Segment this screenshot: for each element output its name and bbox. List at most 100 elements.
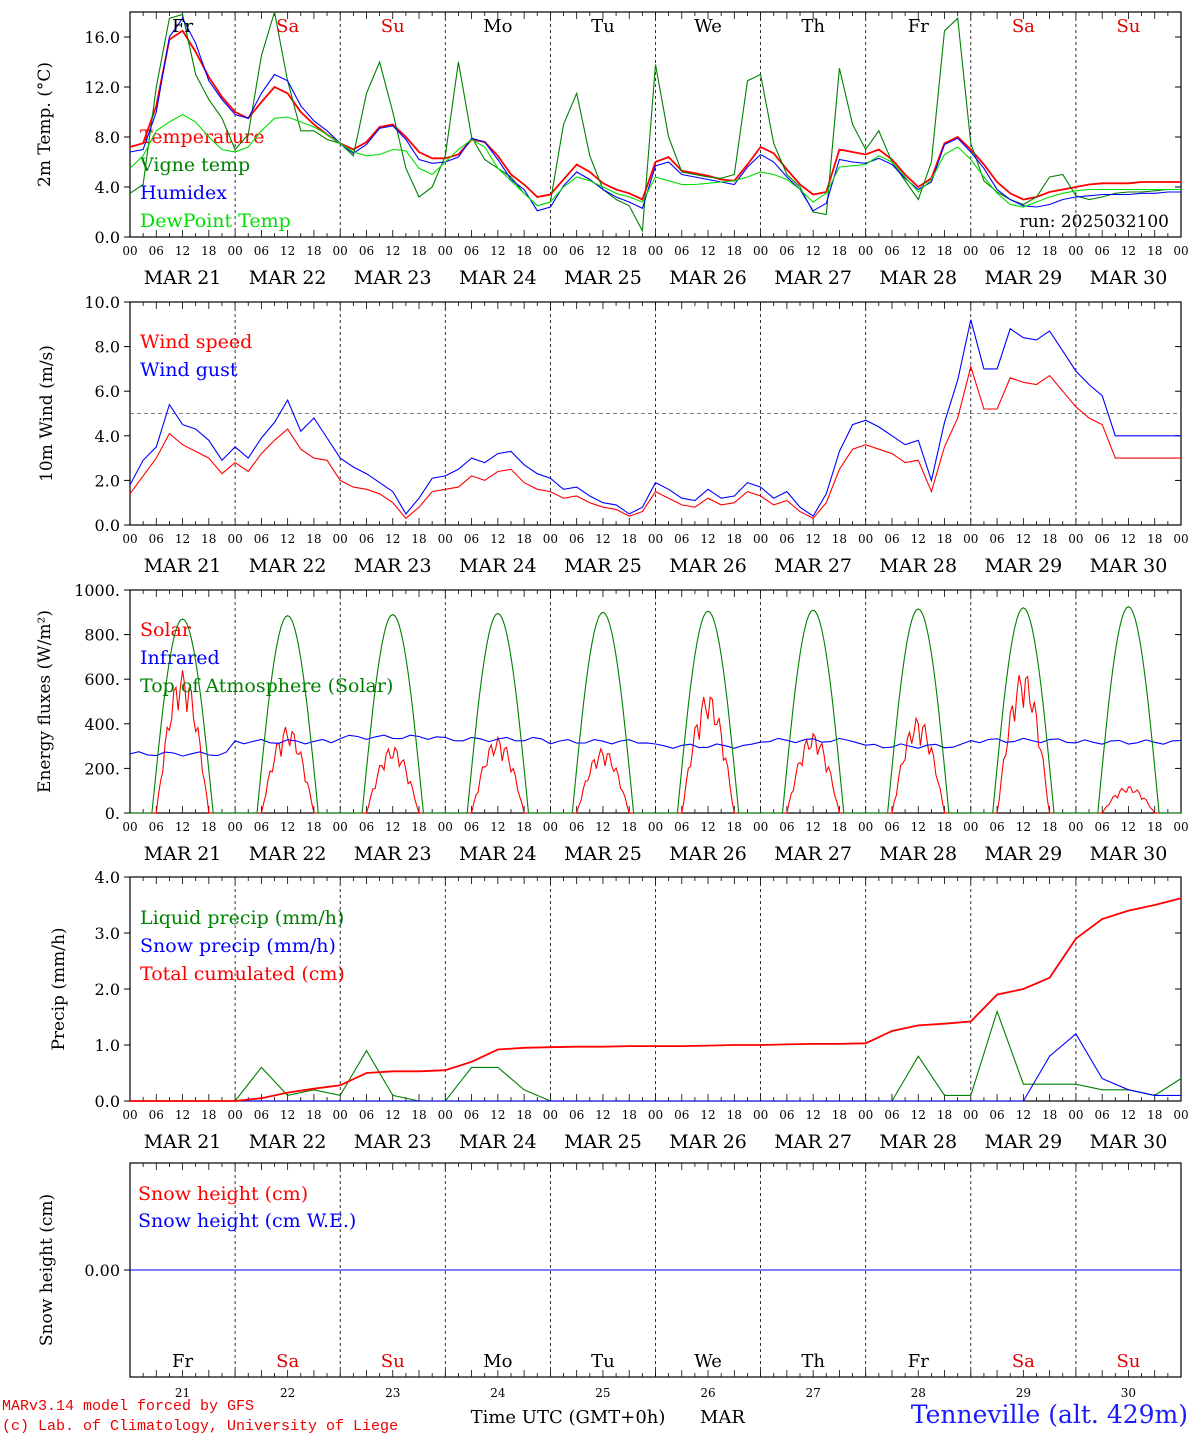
hour-tick-label: 12 [175,1108,190,1122]
legend-entry: Wind speed [140,331,252,353]
hour-tick-label: 00 [753,244,768,258]
plot-frame [129,11,1182,238]
hour-tick-label: 18 [622,244,637,258]
hour-tick-label: 00 [858,244,873,258]
hour-tick-label: 12 [175,244,190,258]
bottom-day-number: 23 [385,1386,400,1400]
hour-tick-label: 12 [385,1108,400,1122]
y-tick-label: 10.0 [84,293,120,312]
hour-tick-label: 18 [201,820,216,834]
hour-tick-label: 12 [490,820,505,834]
day-name-label: Fr [908,16,929,37]
hour-tick-label: 06 [674,820,689,834]
hour-tick-label: 00 [543,244,558,258]
hour-tick-label: 12 [806,532,821,546]
y-tick-label: 0. [105,804,120,823]
hour-tick-label: 06 [464,820,479,834]
hour-tick-label: 12 [490,1108,505,1122]
hour-tick-label: 06 [779,820,794,834]
hour-tick-label: 00 [753,532,768,546]
panel-snow: 0.00 Snow height (cm) Snow height (cm) Snow… [37,1162,1182,1378]
hour-tick-label: 00 [543,1108,558,1122]
date-label: MAR 22 [249,1131,327,1153]
date-label: MAR 28 [879,555,957,577]
y-axis-label: Snow height (cm) [37,1194,57,1346]
bottom-day-number: 26 [700,1386,715,1400]
hour-tick-label: 18 [1042,820,1057,834]
hour-tick-label: 00 [333,1108,348,1122]
hour-tick-label: 18 [1042,532,1057,546]
date-label: MAR 24 [459,1131,537,1153]
bottom-day-number: 27 [806,1386,821,1400]
series-line [129,319,1181,517]
hour-tick-label: 12 [700,532,715,546]
y-tick-label: 2.0 [95,980,120,999]
hour-tick-label: 18 [516,244,531,258]
day-name-label: Sa [276,16,299,37]
hour-tick-label: 18 [1147,244,1162,258]
hour-tick-label: 12 [1121,820,1136,834]
day-name-label: Mo [483,1351,512,1372]
hour-tick-label: 06 [254,532,269,546]
hour-tick-label: 06 [254,1108,269,1122]
hour-tick-label: 18 [832,820,847,834]
hour-tick-label: 06 [1095,820,1110,834]
hour-tick-label: 06 [884,820,899,834]
hour-tick-label: 12 [806,244,821,258]
hour-tick-label: 18 [411,820,426,834]
hour-tick-label: 06 [1095,1108,1110,1122]
hour-tick-label: 00 [438,1108,453,1122]
hour-tick-label: 06 [149,820,164,834]
hour-tick-label: 12 [806,1108,821,1122]
day-name-label: We [694,16,722,37]
hour-tick-label: 00 [1173,1108,1188,1122]
hour-tick-label: 06 [464,1108,479,1122]
hour-tick-label: 00 [122,820,137,834]
hour-tick-label: 18 [411,244,426,258]
hour-tick-label: 12 [1121,1108,1136,1122]
y-tick-label: 8.0 [95,128,120,147]
y-tick-label: 16.0 [84,28,120,47]
hour-tick-label: 12 [700,244,715,258]
hour-tick-label: 06 [674,244,689,258]
hour-tick-label: 18 [1042,1108,1057,1122]
y-tick-label: 4.0 [95,178,120,197]
hour-tick-label: 18 [622,820,637,834]
hour-tick-label: 06 [779,1108,794,1122]
hour-tick-label: 12 [911,244,926,258]
hour-tick-label: 06 [464,532,479,546]
legend-entry: Temperature [140,126,264,148]
hour-tick-label: 00 [648,244,663,258]
hour-tick-label: 00 [753,820,768,834]
hour-tick-label: 12 [175,820,190,834]
y-tick-label: 0.0 [95,228,120,247]
day-name-label: We [694,1351,722,1372]
model-credit: MARv3.14 model forced by GFS (c) Lab. of… [2,1397,398,1437]
date-label: MAR 28 [879,1131,957,1153]
hour-tick-label: 00 [963,1108,978,1122]
hour-tick-label: 06 [779,244,794,258]
series-line [129,113,1181,208]
hour-tick-label: 00 [543,820,558,834]
day-name-label: Tu [591,16,615,37]
hour-tick-label: 00 [122,1108,137,1122]
date-label: MAR 28 [879,267,957,289]
hour-tick-label: 18 [306,244,321,258]
hour-tick-label: 18 [727,244,742,258]
date-label: MAR 30 [1090,555,1168,577]
date-label: MAR 30 [1090,1131,1168,1153]
hour-tick-label: 18 [832,244,847,258]
hour-tick-label: 00 [963,532,978,546]
y-tick-label: 600. [84,670,120,689]
hour-tick-label: 12 [1121,244,1136,258]
date-label: MAR 24 [459,267,537,289]
date-label: MAR 22 [249,843,327,865]
hour-tick-label: 12 [1016,1108,1031,1122]
hour-tick-label: 18 [832,1108,847,1122]
y-axis-label: Energy fluxes (W/m²) [35,610,55,793]
model-credit-line2: (c) Lab. of Climatology, University of L… [2,1418,399,1435]
date-label: MAR 30 [1090,843,1168,865]
hour-tick-label: 12 [595,532,610,546]
hour-tick-label: 00 [1068,532,1083,546]
y-tick-label: 4.0 [95,868,120,887]
